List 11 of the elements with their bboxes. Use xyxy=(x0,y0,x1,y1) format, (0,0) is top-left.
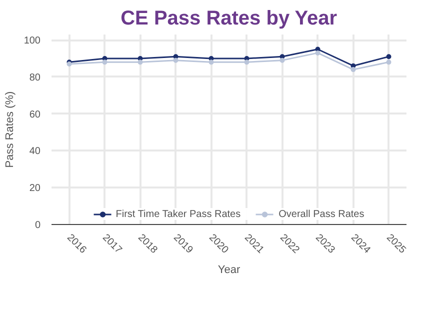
legend-label: Overall Pass Rates xyxy=(278,208,364,220)
y-tick-label: 80 xyxy=(29,72,41,84)
y-tick-label: 20 xyxy=(29,183,41,194)
y-tick-label: 100 xyxy=(24,36,41,47)
y-axis-title: Pass Rates (%) xyxy=(4,91,16,168)
y-tick-label: 60 xyxy=(29,109,41,120)
y-tick-label: 40 xyxy=(29,146,41,158)
legend-label: First Time Taker Pass Rates xyxy=(116,208,241,220)
x-axis-title: Year xyxy=(218,264,240,276)
chart-title: CE Pass Rates by Year xyxy=(120,8,338,30)
y-tick-label: 0 xyxy=(34,220,41,231)
